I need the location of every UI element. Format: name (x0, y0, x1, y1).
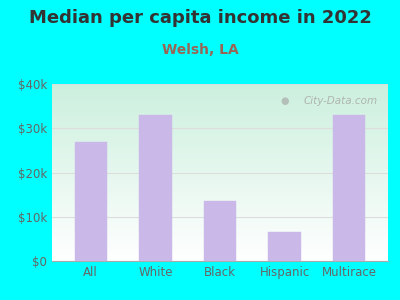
Bar (139, 115, 172, 261)
Bar (333, 115, 365, 261)
Bar (204, 201, 236, 261)
Text: City-Data.com: City-Data.com (304, 96, 378, 106)
Text: Welsh, LA: Welsh, LA (162, 44, 238, 58)
Bar (75, 142, 107, 261)
Bar (268, 232, 301, 261)
Text: ●: ● (280, 96, 289, 106)
Text: Median per capita income in 2022: Median per capita income in 2022 (28, 9, 372, 27)
